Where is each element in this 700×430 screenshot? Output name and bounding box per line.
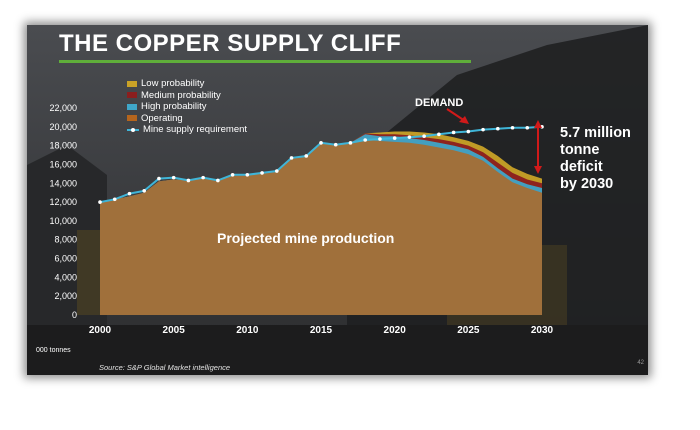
supply-areas [100,131,542,315]
demand-point [98,200,102,204]
demand-point [304,154,309,158]
x-tick-label: 2025 [457,325,480,336]
legend-swatch-requirement [127,127,139,132]
source-note: Source: S&P Global Market intelligence [99,363,231,372]
demand-point [112,197,117,202]
demand-point [422,134,426,139]
deficit-arrow [534,120,542,174]
demand-point [216,178,220,183]
legend-label-low: Low probability [141,78,205,90]
legend-item-requirement: Mine supply requirement [127,124,247,136]
legend-label-operating: Operating [141,112,183,124]
legend-label-medium: Medium probability [141,89,221,101]
y-tick-label: 4,000 [54,272,77,282]
unit-label: 000 tonnes [36,347,71,354]
demand-point [245,173,250,177]
legend-swatch-operating [127,115,137,122]
y-tick-label: 0 [72,310,77,320]
demand-point [275,169,279,173]
demand-point [363,138,368,142]
y-tick-label: 6,000 [54,254,77,264]
chart-legend: Low probability Medium probability High … [127,78,247,136]
y-tick-label: 18,000 [49,141,77,151]
demand-point [525,125,530,130]
demand-pointer-arrow [446,108,469,124]
legend-swatch-high [127,103,137,110]
title-underline [59,60,471,63]
projected-production-label: Projected mine production [217,230,394,246]
y-tick-label: 2,000 [54,291,77,301]
demand-point [127,191,132,196]
y-tick-label: 10,000 [49,216,77,226]
x-tick-label: 2015 [310,325,333,336]
demand-point [260,171,264,175]
y-tick-label: 16,000 [49,159,77,169]
demand-point [157,176,161,181]
legend-item-low: Low probability [127,78,247,90]
demand-point [407,135,412,139]
y-tick-label: 8,000 [54,235,77,245]
area-operating [100,140,542,315]
y-tick-label: 22,000 [49,103,77,113]
demand-series [98,125,544,204]
x-tick-label: 2030 [531,325,554,336]
demand-point [510,125,515,130]
legend-item-operating: Operating [127,113,247,125]
demand-point [348,141,353,145]
page-number: 42 [637,360,644,366]
demand-point [481,127,485,132]
deficit-line-1: 5.7 million [560,125,631,141]
slide-title: THE COPPER SUPPLY CLIFF [59,30,402,57]
legend-item-medium: Medium probability [127,90,247,102]
demand-point [378,137,382,141]
demand-point [186,178,191,183]
y-axis-ticks: 0 2,000 4,000 6,000 8,000 10,000 12,000 14,000 1… [49,103,77,320]
slide: THE COPPER SUPPLY CLIFF 0 2,000 4,000 6,000… [27,25,648,375]
demand-point [333,142,338,147]
demand-point [451,130,456,135]
legend-swatch-low [127,80,137,87]
deficit-callout: 5.7 million tonne deficit by 2030 [560,125,645,193]
demand-point [437,132,441,137]
demand-label: DEMAND [415,97,463,109]
demand-point [496,126,500,131]
deficit-line-4: by 2030 [560,176,614,192]
x-tick-label: 2000 [89,325,112,336]
demand-point [319,141,323,145]
demand-point [171,175,176,180]
demand-point [392,136,397,140]
y-tick-label: 20,000 [49,122,77,132]
x-tick-label: 2005 [163,325,186,336]
demand-point [289,156,294,160]
x-axis-ticks: 2000 2005 2010 2015 2020 2025 2030 [89,325,554,336]
legend-label-requirement: Mine supply requirement [143,124,248,136]
legend-item-high: High probability [127,101,247,113]
legend-swatch-medium [127,92,137,99]
y-tick-label: 14,000 [49,178,77,188]
deficit-line-3: deficit [560,159,603,175]
demand-point [142,189,146,193]
demand-point [466,129,471,134]
x-tick-label: 2020 [384,325,407,336]
copper-supply-chart: 0 2,000 4,000 6,000 8,000 10,000 12,000 14,000 1… [49,97,554,336]
legend-label-high: High probability [141,101,207,113]
x-tick-label: 2010 [236,325,259,336]
demand-point [230,173,235,177]
y-tick-label: 12,000 [49,197,77,207]
deficit-line-2: tonne [560,142,600,158]
demand-point [201,175,205,180]
